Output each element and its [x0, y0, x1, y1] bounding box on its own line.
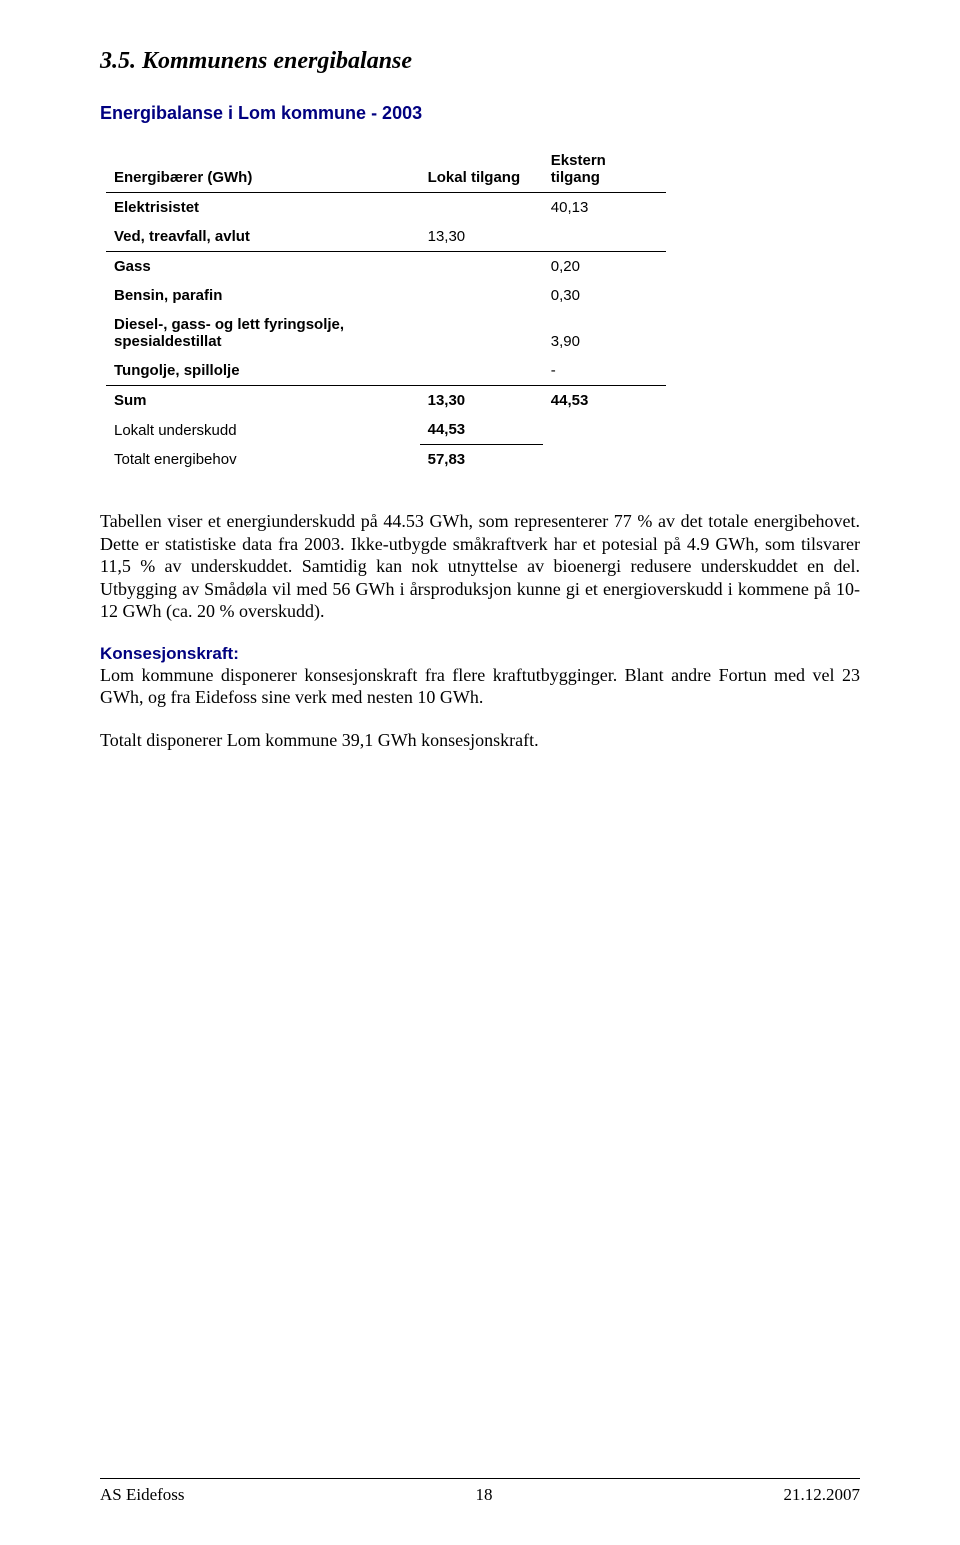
section-heading: 3.5. Kommunens energibalanse — [100, 48, 860, 75]
row-label: Totalt energibehov — [106, 445, 420, 475]
table-row: Tungolje, spillolje - — [106, 356, 666, 386]
row-ekstern: 3,90 — [543, 310, 666, 356]
row-label: Diesel-, gass- og lett fyringsolje, spes… — [106, 310, 420, 356]
table-row-totalt: Totalt energibehov 57,83 — [106, 445, 666, 475]
row-ekstern — [543, 445, 666, 475]
paragraph-1: Tabellen viser et energiunderskudd på 44… — [100, 510, 860, 623]
row-ekstern — [543, 415, 666, 445]
footer-left: AS Eidefoss — [100, 1485, 185, 1505]
header-energibaerer: Energibærer (GWh) — [106, 146, 420, 193]
row-lokal: 13,30 — [420, 222, 543, 252]
row-lokal — [420, 193, 543, 223]
row-label: Elektrisistet — [106, 193, 420, 223]
table-row: Gass 0,20 — [106, 252, 666, 282]
row-ekstern: 40,13 — [543, 193, 666, 223]
row-ekstern: 0,20 — [543, 252, 666, 282]
table-row-sum: Sum 13,30 44,53 — [106, 386, 666, 416]
footer-date: 21.12.2007 — [784, 1485, 861, 1505]
row-ekstern — [543, 222, 666, 252]
table-row: Ved, treavfall, avlut 13,30 — [106, 222, 666, 252]
konsesjon-heading: Konsesjonskraft: — [100, 643, 860, 664]
row-lokal — [420, 310, 543, 356]
row-label: Tungolje, spillolje — [106, 356, 420, 386]
paragraph-3: Totalt disponerer Lom kommune 39,1 GWh k… — [100, 729, 860, 752]
table-title: Energibalanse i Lom kommune - 2003 — [100, 103, 860, 124]
row-ekstern: 0,30 — [543, 281, 666, 310]
page-footer: AS Eidefoss 18 21.12.2007 — [100, 1478, 860, 1505]
row-lokal — [420, 281, 543, 310]
row-lokal: 13,30 — [420, 386, 543, 416]
footer-page-number: 18 — [476, 1485, 493, 1505]
row-lokal — [420, 356, 543, 386]
row-ekstern: 44,53 — [543, 386, 666, 416]
row-label: Bensin, parafin — [106, 281, 420, 310]
row-lokal: 44,53 — [420, 415, 543, 445]
energy-balance-table: Energibærer (GWh) Lokal tilgang Ekstern … — [106, 146, 666, 474]
table-row: Bensin, parafin 0,30 — [106, 281, 666, 310]
paragraph-2: Lom kommune disponerer konsesjonskraft f… — [100, 665, 860, 708]
table-row-underskudd: Lokalt underskudd 44,53 — [106, 415, 666, 445]
row-label: Lokalt underskudd — [106, 415, 420, 445]
row-label: Gass — [106, 252, 420, 282]
table-header-row: Energibærer (GWh) Lokal tilgang Ekstern … — [106, 146, 666, 193]
paragraph-konsesjon: Konsesjonskraft: Lom kommune disponerer … — [100, 643, 860, 709]
row-label: Ved, treavfall, avlut — [106, 222, 420, 252]
row-lokal: 57,83 — [420, 445, 543, 475]
header-ekstern: Ekstern tilgang — [543, 146, 666, 193]
row-label: Sum — [106, 386, 420, 416]
table-row: Elektrisistet 40,13 — [106, 193, 666, 223]
row-ekstern: - — [543, 356, 666, 386]
header-lokal: Lokal tilgang — [420, 146, 543, 193]
table-row: Diesel-, gass- og lett fyringsolje, spes… — [106, 310, 666, 356]
row-lokal — [420, 252, 543, 282]
